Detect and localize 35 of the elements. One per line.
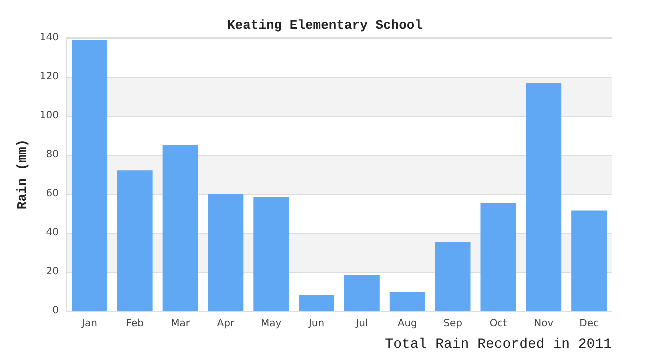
y-tick-label: 100 xyxy=(40,110,59,122)
bar xyxy=(344,275,380,311)
bar xyxy=(390,292,426,311)
x-tick-label: Mar xyxy=(171,318,191,330)
y-tick-label: 120 xyxy=(40,72,59,82)
x-tick-label: Nov xyxy=(534,318,554,330)
bar xyxy=(299,295,334,311)
chart-title: Keating Elementary School xyxy=(227,18,423,33)
bar xyxy=(480,203,516,311)
bar xyxy=(162,145,198,311)
y-tick-label: 0 xyxy=(52,306,59,316)
x-tick-label: May xyxy=(261,318,282,330)
bar xyxy=(208,194,244,311)
x-tick-label: Jul xyxy=(355,318,368,330)
x-tick-label: Dec xyxy=(580,318,599,330)
x-tick-label: Sep xyxy=(444,318,462,330)
bar xyxy=(526,83,562,311)
y-tick-label: 140 xyxy=(40,32,59,44)
bar xyxy=(72,40,108,311)
bar xyxy=(435,242,471,311)
bar xyxy=(572,210,608,311)
x-tick-label: Apr xyxy=(217,318,236,330)
y-tick-label: 20 xyxy=(46,266,59,278)
x-axis-title: Total Rain Recorded in 2011 xyxy=(385,337,612,353)
y-tick-label: 40 xyxy=(46,228,59,238)
bar xyxy=(254,198,290,311)
x-tick-label: Jun xyxy=(308,318,325,330)
x-tick-label: Aug xyxy=(398,318,418,330)
x-tick-label: Oct xyxy=(490,318,508,330)
y-tick-label: 80 xyxy=(46,150,59,160)
y-tick-label: 60 xyxy=(46,188,59,200)
y-axis-title: Rain (mm) xyxy=(15,139,30,210)
bar xyxy=(117,170,153,311)
x-tick-label: Feb xyxy=(126,318,144,330)
x-tick-label: Jan xyxy=(80,318,98,330)
